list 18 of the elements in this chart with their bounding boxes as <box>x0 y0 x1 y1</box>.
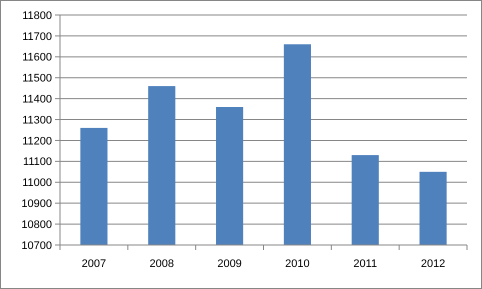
y-tick-label: 10700 <box>21 240 52 252</box>
y-tick-label: 11500 <box>22 72 52 85</box>
y-tick-label: 11700 <box>22 30 52 43</box>
y-tick-label: 11300 <box>22 114 52 126</box>
x-tick-label: 2009 <box>217 258 242 270</box>
y-tick-label: 11600 <box>22 52 52 64</box>
y-tick-label: 10800 <box>21 218 52 231</box>
y-tick-label: 11800 <box>22 10 52 22</box>
x-tick-label: 2008 <box>150 258 174 270</box>
y-tick-label: 11400 <box>22 93 52 106</box>
x-tick-label: 2012 <box>420 258 446 270</box>
y-tick-label: 11200 <box>22 135 52 148</box>
y-tick-label: 11000 <box>22 177 52 190</box>
y-tick-label: 11100 <box>23 156 52 168</box>
x-tick-label: 2007 <box>82 258 106 270</box>
x-tick-label: 2011 <box>353 258 378 270</box>
y-tick-label: 10900 <box>21 198 52 210</box>
x-tick-label: 2010 <box>285 258 310 270</box>
